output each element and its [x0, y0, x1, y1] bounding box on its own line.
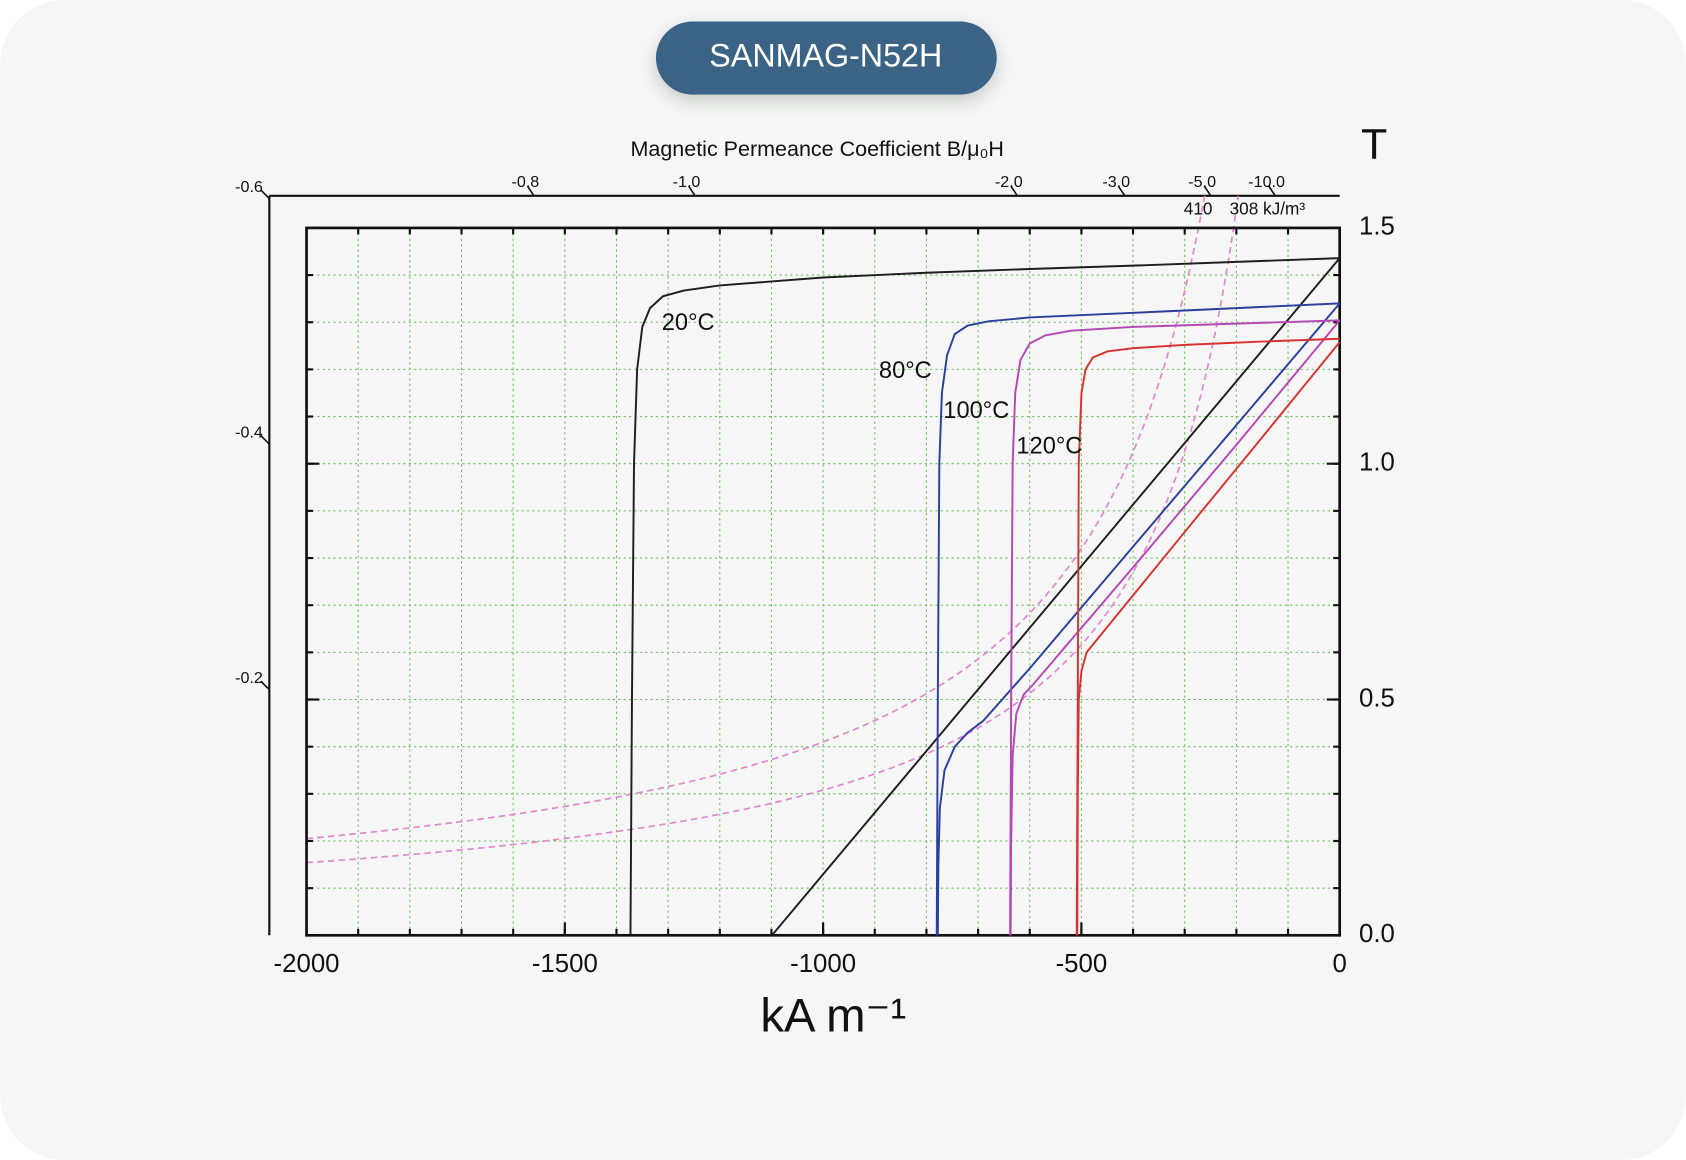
- x-tick-label: -1500: [532, 950, 598, 978]
- curve: [1009, 319, 1341, 936]
- curve: [1076, 341, 1341, 936]
- y-tick-label: 1.5: [1359, 213, 1395, 241]
- energy-label: 410: [1184, 198, 1213, 218]
- permeance-tick-label: -0.4: [235, 424, 263, 442]
- energy-curve: [306, 195, 1206, 840]
- curve: [629, 257, 1340, 936]
- curve-label: 20°C: [662, 310, 715, 336]
- permeance-tick: [260, 189, 270, 200]
- permeance-tick: [526, 185, 535, 197]
- chart-title: SANMAG-N52H: [709, 38, 942, 74]
- curve-label: 120°C: [1016, 433, 1082, 459]
- curve: [936, 302, 1341, 936]
- title-pill: [655, 21, 997, 95]
- top-axis-title: Magnetic Permeance Coefficient B/μ₀H: [630, 137, 1003, 161]
- permeance-tick: [1010, 185, 1019, 197]
- x-tick-label: -2000: [274, 950, 340, 978]
- curve: [935, 302, 1340, 936]
- curve: [1009, 319, 1340, 936]
- permeance-tick: [260, 680, 270, 691]
- y-axis-title: T: [1361, 121, 1387, 169]
- permeance-tick: [260, 434, 270, 445]
- permeance-tick-label: -0.6: [235, 178, 263, 196]
- permeance-tick-label: -3.0: [1102, 173, 1130, 191]
- permeance-tick-label: -5.0: [1188, 173, 1216, 191]
- y-tick-label: 0.5: [1359, 684, 1395, 712]
- curve: [771, 257, 1341, 936]
- permeance-tick-label: -2.0: [995, 173, 1023, 191]
- x-axis-title: kA m⁻¹: [760, 990, 906, 1043]
- x-tick-label: 0: [1333, 950, 1347, 978]
- permeance-tick: [1117, 185, 1126, 197]
- curve: [1075, 337, 1340, 936]
- permeance-tick: [1268, 185, 1276, 197]
- y-tick-label: 1.0: [1359, 449, 1395, 477]
- permeance-tick: [687, 185, 696, 197]
- permeance-tick-label: -0.8: [511, 173, 539, 191]
- curve-label: 80°C: [879, 358, 932, 384]
- permeance-tick-label: -0.2: [235, 669, 263, 687]
- curve-label: 100°C: [943, 398, 1009, 424]
- energy-curve: [306, 195, 1240, 864]
- permeance-tick-label: -10.0: [1248, 173, 1285, 191]
- x-tick-label: -500: [1056, 950, 1108, 978]
- permeance-tick: [1203, 185, 1212, 197]
- y-tick-label: 0.0: [1359, 920, 1395, 948]
- permeance-tick-label: -1.0: [673, 173, 701, 191]
- x-tick-label: -1000: [790, 950, 856, 978]
- energy-label: 308 kJ/m³: [1230, 198, 1306, 218]
